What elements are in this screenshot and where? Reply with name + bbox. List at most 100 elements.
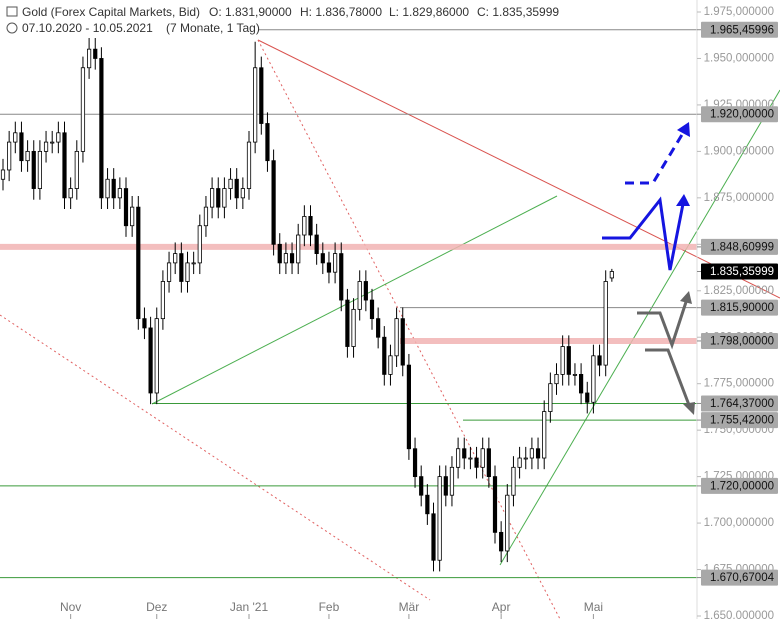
candle-body (142, 318, 147, 329)
gray-arrow (645, 348, 691, 406)
blue-dashed-arrow (625, 132, 685, 185)
x-tick-label: Jan '21 (230, 600, 269, 614)
candle-body (376, 318, 381, 338)
candle-body (591, 355, 596, 403)
candle-body (19, 132, 24, 162)
candle-body (7, 141, 12, 171)
candle-body (511, 466, 516, 496)
candle-body (209, 188, 215, 208)
dotted-trendline (0, 314, 431, 601)
level-label: 1.764,37000 (710, 398, 774, 410)
drawings (0, 39, 780, 619)
x-tick-label: Nov (60, 600, 81, 614)
y-tick-label: 1.650,000000 (704, 610, 774, 619)
candle-body (566, 346, 571, 375)
candles (0, 38, 614, 572)
level-box (701, 106, 778, 123)
candle-body (548, 383, 553, 412)
candle-body (492, 476, 498, 533)
candle-body (560, 346, 565, 375)
candle-body (173, 253, 178, 264)
candle-body (191, 262, 196, 265)
level-label: 1.670,67004 (710, 572, 775, 584)
candle-body (431, 513, 436, 561)
candle-body (68, 188, 73, 199)
arrow-head (677, 122, 690, 137)
candle-body (259, 67, 264, 124)
arrow-head (680, 291, 692, 304)
y-tick-label: 1.775,000000 (704, 378, 774, 390)
candle-body (117, 188, 122, 199)
candle-body (320, 253, 325, 264)
candle-body (314, 234, 319, 254)
x-tick-label: Dez (146, 600, 167, 614)
level-box (701, 238, 778, 255)
candle-body (105, 178, 110, 199)
candle-body (50, 141, 55, 144)
candle-body (517, 457, 522, 468)
candle-body (265, 123, 270, 162)
symbol-icon (6, 6, 18, 17)
candle-body (166, 262, 172, 282)
level-label: 1.798,00000 (710, 335, 774, 347)
level-box (701, 263, 778, 280)
level-label: 1.965,45996 (710, 24, 774, 36)
candle-body (535, 448, 541, 459)
level-box (701, 21, 778, 38)
candle-body (296, 234, 301, 264)
candle-body (160, 281, 165, 320)
level-label: 1.835,35999 (710, 266, 774, 278)
candle-body (154, 318, 159, 394)
candle-body (369, 299, 375, 320)
level-label: 1.755,42000 (710, 415, 774, 427)
candle-body (609, 271, 614, 279)
candle-body (56, 132, 61, 143)
header-low: L: 1.829,86000 (389, 5, 469, 19)
candle-body (345, 299, 350, 347)
level-box (701, 395, 778, 412)
level-box (701, 477, 778, 494)
candle-body (123, 188, 129, 227)
y-tick-label: 1.900,000000 (704, 145, 774, 157)
candle-body (308, 216, 313, 236)
candle-body (43, 141, 49, 152)
candle-body (283, 253, 289, 264)
candle-body (31, 150, 36, 189)
candle-body (197, 225, 202, 264)
candle-body (437, 476, 442, 561)
candle-body (179, 253, 184, 282)
arrow-head (683, 402, 695, 415)
header-open: O: 1.831,90000 (209, 5, 292, 19)
candle-body (572, 373, 578, 376)
candle-body (25, 150, 30, 162)
candle-body (554, 373, 559, 385)
level-labels: 1.965,45996 1.920,00000 1.848,60999 1.835,3… (697, 21, 778, 586)
candle-body (62, 132, 67, 199)
candle-body (87, 48, 92, 69)
candle-body (462, 448, 467, 459)
blue-arrow (602, 196, 685, 271)
candle-body (332, 253, 338, 273)
candle-body (222, 188, 227, 208)
candle-body (388, 355, 393, 375)
candle-body (216, 188, 221, 208)
clock-icon (6, 22, 18, 34)
candle-body (603, 281, 608, 366)
level-box (701, 299, 778, 316)
candle-body (326, 262, 332, 273)
header: Gold (Forex Capital Markets, Bid) O: 1.8… (6, 5, 559, 35)
candle-body (585, 392, 590, 403)
y-tick-label: 1.950,000000 (704, 52, 774, 64)
candle-body (13, 132, 18, 143)
candle-body (271, 160, 276, 245)
level-box (701, 332, 778, 349)
candle-body (0, 169, 6, 180)
candle-body (499, 531, 504, 552)
levels (0, 29, 697, 579)
candle-body (529, 448, 535, 459)
x-tick-label: Mai (584, 600, 603, 614)
candle-body (486, 448, 491, 478)
y-tick-label: 1.825,000000 (704, 285, 774, 297)
candle-body (382, 336, 387, 375)
candle-body (400, 318, 405, 366)
